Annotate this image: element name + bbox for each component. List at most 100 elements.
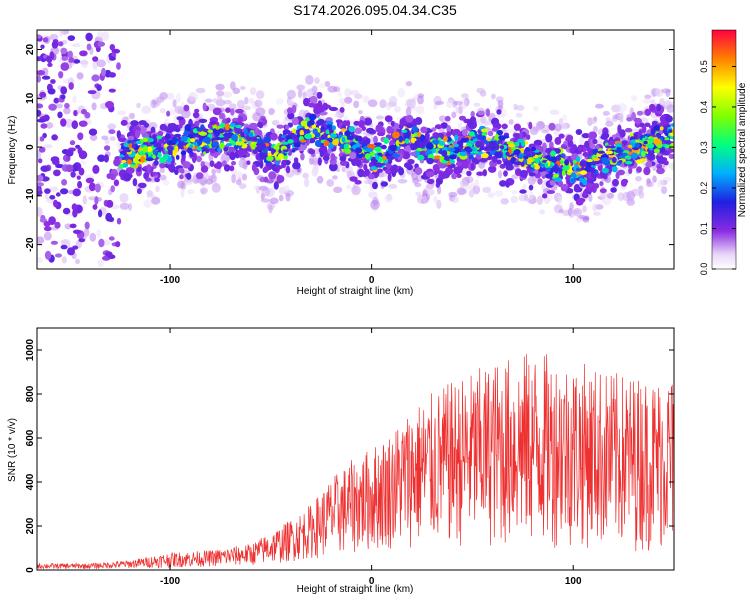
heatmap-cell [252,112,262,122]
heatmap-cell [80,58,89,69]
heatmap-cell [578,215,587,219]
heatmap-cell [495,143,500,151]
heatmap-cell [297,89,303,99]
heatmap-cell [109,44,116,51]
heatmap-cell [207,129,214,133]
heatmap-cell [37,56,43,62]
heatmap-cell [354,180,362,185]
heatmap-cell [554,136,562,145]
heatmap-cell [344,96,353,104]
heatmap-cell [119,193,129,203]
heatmap-cell [513,103,518,111]
heatmap-cell [202,102,207,112]
heatmap-cell [66,155,71,162]
heatmap-cell [248,131,254,138]
heatmap-cell [286,89,296,100]
heatmap-cell [281,159,287,169]
heatmap-cell [653,125,661,131]
heatmap-cell [405,114,414,123]
heatmap-cell [136,102,141,109]
heatmap-cell [663,137,670,141]
heatmap-cell [526,157,532,165]
heatmap-cell [71,43,81,48]
snr-ytick-label: 0 [25,567,36,573]
heatmap-cell [519,169,528,179]
heatmap-cell [349,152,357,160]
heatmap-cell [96,84,102,91]
heatmap-cell [551,156,557,164]
heatmap-cell [514,161,522,166]
heatmap-cell [441,150,448,157]
heatmap-cell [519,131,524,141]
heatmap-cell [392,153,400,158]
heatmap-cell [183,104,190,112]
heatmap-cell [68,57,75,63]
heatmap-cell [50,79,56,84]
heatmap-cell [323,140,330,147]
snr-ytick-label: 1000 [25,338,36,361]
heatmap-cell [573,184,581,193]
heatmap-cell [282,141,289,145]
heatmap-cell [505,181,510,188]
heatmap-cell [467,148,473,153]
heatmap-cell [473,138,478,142]
heatmap-cell [123,142,129,148]
heatmap-cell [611,166,618,173]
heatmap-cell [37,140,42,145]
heatmap-cell [109,56,116,61]
heatmap-cell [53,199,58,208]
heatmap-cell [388,184,398,189]
heatmap-cell [263,176,269,183]
heatmap-cell [44,250,52,260]
heatmap-cell [39,136,45,142]
heatmap-cell [438,172,446,180]
heatmap-cell [123,162,129,168]
heatmap-cell [145,157,154,162]
heatmap-ytick-label: 0 [25,144,36,150]
heatmap-cell [233,171,244,178]
heatmap-cell [304,178,310,188]
heatmap-cell [83,228,90,237]
heatmap-cell [357,168,365,178]
heatmap-cell [355,159,362,167]
heatmap-cell [277,175,285,183]
heatmap-cell [60,118,67,127]
heatmap-cell [477,110,485,116]
heatmap-cell [258,122,264,129]
heatmap-cell [499,145,505,150]
heatmap-cell [468,131,475,137]
heatmap-cell [513,141,520,147]
heatmap-cell [666,104,674,113]
heatmap-cell [37,103,43,109]
heatmap-cell [586,158,593,163]
heatmap-cell [636,110,643,116]
heatmap-cell [308,149,316,155]
heatmap-cell [106,199,114,208]
heatmap-cell [480,116,487,124]
heatmap-cell [72,245,79,250]
heatmap-cell [627,144,633,148]
heatmap-cell [581,133,590,139]
heatmap-cell [646,143,655,149]
heatmap-cell [669,163,674,171]
heatmap-cell [433,170,438,176]
heatmap-cell [49,186,59,192]
heatmap-cell [455,161,462,167]
heatmap-cell [325,129,330,135]
heatmap-cell [53,169,61,177]
heatmap-cell [451,173,457,180]
heatmap-cell [273,181,279,190]
heatmap-cell [195,87,206,94]
heatmap-cell [199,131,208,136]
heatmap-cell [584,183,594,188]
heatmap-cell [354,135,363,142]
heatmap-cell [143,122,150,128]
heatmap-cell [501,123,508,130]
heatmap-cell [48,103,57,111]
heatmap-cell [446,131,452,138]
heatmap-cell [482,186,492,194]
heatmap-cell [116,62,121,70]
heatmap-cell [592,157,600,161]
heatmap-cell [88,182,96,192]
heatmap-cell [187,146,193,154]
